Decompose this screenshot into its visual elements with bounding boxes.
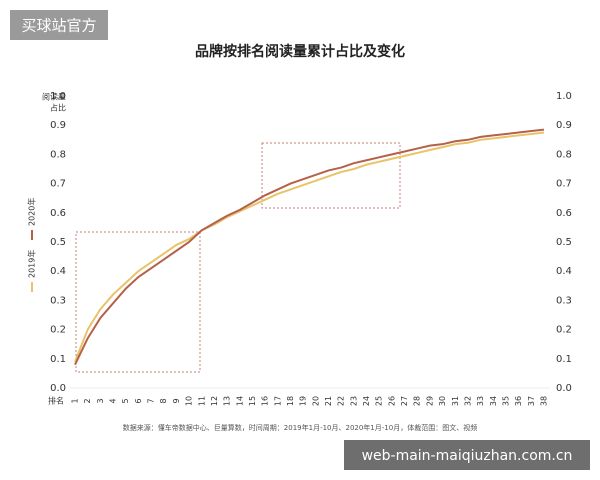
x-tick-label: 19: [299, 396, 308, 406]
y2-tick-label: 0.2: [556, 325, 572, 336]
x-tick-label: 28: [413, 396, 422, 406]
x-tick-label: 7: [147, 398, 156, 403]
x-tick-label: 26: [387, 396, 396, 406]
legend-label: 2020年: [27, 198, 37, 226]
y-tick-label: 0.5: [50, 237, 66, 248]
x-tick-label: 17: [273, 396, 282, 406]
y2-tick-label: 0.8: [556, 149, 572, 160]
x-tick-label: 14: [235, 396, 244, 406]
legend-label: 2019年: [27, 250, 37, 278]
x-tick-label: 37: [527, 396, 536, 406]
x-tick-label: 8: [159, 398, 168, 403]
x-tick-label: 3: [96, 398, 105, 403]
x-tick-label: 32: [463, 396, 472, 406]
y-tick-label: 0.4: [50, 266, 66, 277]
x-tick-label: 12: [210, 396, 219, 406]
highlight-box: [261, 142, 401, 209]
x-tick-label: 11: [197, 396, 206, 406]
x-tick-label: 33: [476, 396, 485, 406]
x-tick-label: 13: [223, 396, 232, 406]
x-tick-label: 25: [375, 396, 384, 406]
x-tick-label: 5: [121, 398, 130, 403]
y2-tick-label: 0.1: [556, 354, 572, 365]
y-axis-label: 阅读量: [42, 92, 66, 102]
y2-tick-label: 0.5: [556, 237, 572, 248]
x-tick-label: 21: [324, 396, 333, 406]
watermark: web-main-maiqiuzhan.com.cn: [362, 448, 573, 464]
y-tick-label: 0.3: [50, 295, 66, 306]
watermark-box: [344, 440, 590, 470]
y2-tick-label: 0.3: [556, 295, 572, 306]
y2-tick-label: 0.9: [556, 120, 572, 131]
y-tick-label: 0.1: [50, 354, 66, 365]
x-tick-label: 6: [134, 398, 143, 403]
y-tick-label: 0.6: [50, 208, 66, 219]
x-tick-label: 36: [514, 396, 523, 406]
x-tick-label: 27: [400, 396, 409, 406]
x-tick-label: 15: [248, 396, 257, 406]
x-tick-label: 23: [349, 396, 358, 406]
x-tick-label: 22: [337, 396, 346, 406]
series-line: [74, 131, 545, 363]
y2-tick-label: 0.0: [556, 383, 572, 394]
x-axis-label: 排名: [48, 396, 64, 406]
x-tick-label: 10: [185, 396, 194, 406]
y-tick-label: 0.7: [50, 179, 66, 190]
x-tick-label: 38: [540, 396, 549, 406]
watermark: 买球站官方: [21, 17, 96, 35]
x-tick-label: 2: [83, 398, 92, 403]
x-tick-label: 1: [71, 398, 80, 403]
y-tick-label: 0.9: [50, 120, 66, 131]
x-tick-label: 4: [109, 398, 118, 403]
x-tick-label: 35: [501, 396, 510, 406]
source-note: 数据来源：懂车帝数据中心、巨量算数，时间周期：2019年1月-10月、2020年…: [123, 423, 477, 432]
watermark-box: [10, 10, 108, 40]
y2-tick-label: 0.7: [556, 179, 572, 190]
x-tick-label: 9: [172, 398, 181, 403]
y2-tick-label: 1.0: [556, 91, 572, 102]
chart-title: 品牌按排名阅读量累计占比及变化: [195, 43, 405, 60]
y2-tick-label: 0.4: [556, 266, 572, 277]
y-tick-label: 0.2: [50, 325, 66, 336]
x-tick-label: 29: [425, 396, 434, 406]
x-tick-label: 16: [261, 396, 270, 406]
x-tick-label: 34: [489, 396, 498, 406]
series-line: [74, 128, 545, 366]
highlight-box: [75, 231, 201, 373]
y-axis-label: 占比: [50, 103, 66, 113]
x-tick-label: 24: [362, 396, 371, 406]
y2-tick-label: 0.6: [556, 208, 572, 219]
x-tick-label: 20: [311, 396, 320, 406]
x-tick-label: 18: [286, 396, 295, 406]
y-tick-label: 0.8: [50, 149, 66, 160]
y-tick-label: 1.0: [50, 91, 66, 102]
x-tick-label: 30: [438, 396, 447, 406]
legend: 2019年 2020年: [27, 198, 37, 292]
x-tick-label: 31: [451, 396, 460, 406]
y-tick-label: 0.0: [50, 383, 66, 394]
